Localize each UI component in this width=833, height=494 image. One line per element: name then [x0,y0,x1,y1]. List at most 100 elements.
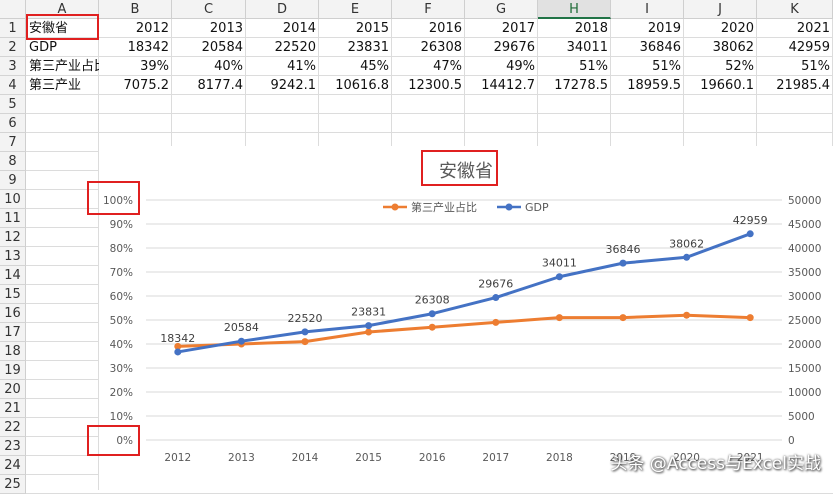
cell-d2[interactable]: 22520 [274,40,316,55]
data-label-gdp: 23831 [351,306,386,319]
row-header-23[interactable]: 23 [0,437,26,456]
series-line-gdp [176,232,752,354]
cell-k4[interactable]: 21985.4 [776,78,830,93]
y-left-tick-label: 90% [110,219,133,231]
highlight-box-axis-max [87,181,140,215]
row-header-5[interactable]: 5 [0,95,26,114]
data-point-share [301,338,309,346]
row-header-15[interactable]: 15 [0,285,26,304]
cell-e2[interactable]: 23831 [347,40,389,55]
row-header-3[interactable]: 3 [0,57,26,76]
row-header-10[interactable]: 10 [0,190,26,209]
data-label-gdp: 29676 [478,278,513,291]
data-point-gdp [746,230,754,238]
data-point-share [746,314,754,322]
cell-f1[interactable]: 2016 [428,21,462,36]
cell-b2[interactable]: 18342 [127,40,169,55]
cell-b1[interactable]: 2012 [135,21,169,36]
column-header-f[interactable]: F [392,0,465,19]
cell-a4[interactable]: 第三产业 [29,78,82,93]
cell-c4[interactable]: 8177.4 [197,78,244,93]
row-header-11[interactable]: 11 [0,209,26,228]
row-header-1[interactable]: 1 [0,19,26,38]
row-header-17[interactable]: 17 [0,323,26,342]
cell-a3[interactable]: 第三产业占比 [29,59,99,74]
row-header-24[interactable]: 24 [0,456,26,475]
column-header-d[interactable]: D [246,0,319,19]
cell-b4[interactable]: 7075.2 [123,78,170,93]
cell-h4[interactable]: 17278.5 [554,78,608,93]
cell-c1[interactable]: 2013 [209,21,243,36]
y-right-tick-label: 0 [788,435,795,447]
cell-e3[interactable]: 45% [360,59,389,74]
cell-h3[interactable]: 51% [579,59,608,74]
row-header-22[interactable]: 22 [0,418,26,437]
column-header-e[interactable]: E [319,0,392,19]
cell-a2[interactable]: GDP [29,40,57,55]
cell-g1[interactable]: 2017 [501,21,535,36]
row-header-9[interactable]: 9 [0,171,26,190]
row-header-18[interactable]: 18 [0,342,26,361]
cell-k3[interactable]: 51% [801,59,830,74]
grid-line [26,37,833,38]
column-header-j[interactable]: J [684,0,757,19]
cell-k1[interactable]: 2021 [796,21,830,36]
row-header-12[interactable]: 12 [0,228,26,247]
cell-j4[interactable]: 19660.1 [700,78,754,93]
cell-d3[interactable]: 41% [287,59,316,74]
cell-j3[interactable]: 52% [725,59,754,74]
cell-e1[interactable]: 2015 [355,21,389,36]
data-label-gdp: 38062 [669,237,704,250]
row-header-13[interactable]: 13 [0,247,26,266]
cell-f3[interactable]: 47% [433,59,462,74]
cell-b3[interactable]: 39% [140,59,169,74]
cell-i1[interactable]: 2019 [647,21,681,36]
row-header-14[interactable]: 14 [0,266,26,285]
data-point-share [492,318,500,326]
column-header-k[interactable]: K [757,0,833,19]
row-header-6[interactable]: 6 [0,114,26,133]
cell-g4[interactable]: 14412.7 [481,78,535,93]
column-header-h[interactable]: H [538,0,611,19]
row-header-25[interactable]: 25 [0,475,26,494]
row-header-19[interactable]: 19 [0,361,26,380]
cell-c3[interactable]: 40% [214,59,243,74]
row-header-20[interactable]: 20 [0,380,26,399]
cell-h1[interactable]: 2018 [574,21,608,36]
row-header-21[interactable]: 21 [0,399,26,418]
y-left-tick-label: 30% [110,363,133,375]
row-header-4[interactable]: 4 [0,76,26,95]
cell-j1[interactable]: 2020 [720,21,754,36]
data-point-gdp [428,310,436,318]
cell-g3[interactable]: 49% [506,59,535,74]
cell-a1[interactable]: 安徽省 [29,21,69,36]
cell-i4[interactable]: 18959.5 [627,78,681,93]
data-label-gdp: 18342 [160,332,195,345]
cell-i3[interactable]: 51% [652,59,681,74]
column-header-g[interactable]: G [465,0,538,19]
cell-d4[interactable]: 9242.1 [270,78,317,93]
row-header-2[interactable]: 2 [0,38,26,57]
cell-i2[interactable]: 36846 [639,40,681,55]
row-header-16[interactable]: 16 [0,304,26,323]
cell-g2[interactable]: 29676 [493,40,535,55]
column-header-b[interactable]: B [99,0,172,19]
cell-c2[interactable]: 20584 [201,40,243,55]
cell-d1[interactable]: 2014 [282,21,316,36]
highlight-box-title [421,150,498,186]
cell-h2[interactable]: 34011 [566,40,608,55]
column-header-i[interactable]: I [611,0,684,19]
row-header-7[interactable]: 7 [0,133,26,152]
row-header-8[interactable]: 8 [0,152,26,171]
cell-k2[interactable]: 42959 [788,40,830,55]
legend-label-share: 第三产业占比 [411,200,477,214]
y-right-tick-label: 10000 [788,387,821,399]
select-all-corner[interactable] [0,0,26,19]
data-point-share [365,328,373,336]
cell-f4[interactable]: 12300.5 [408,78,462,93]
cell-j2[interactable]: 38062 [712,40,754,55]
column-header-c[interactable]: C [172,0,246,19]
cell-e4[interactable]: 10616.8 [335,78,389,93]
chart-area[interactable]: 安徽省 0% 0 10% 5000 20% 10000 30% 15000 40% 20000 50%… [99,146,833,490]
cell-f2[interactable]: 26308 [420,40,462,55]
